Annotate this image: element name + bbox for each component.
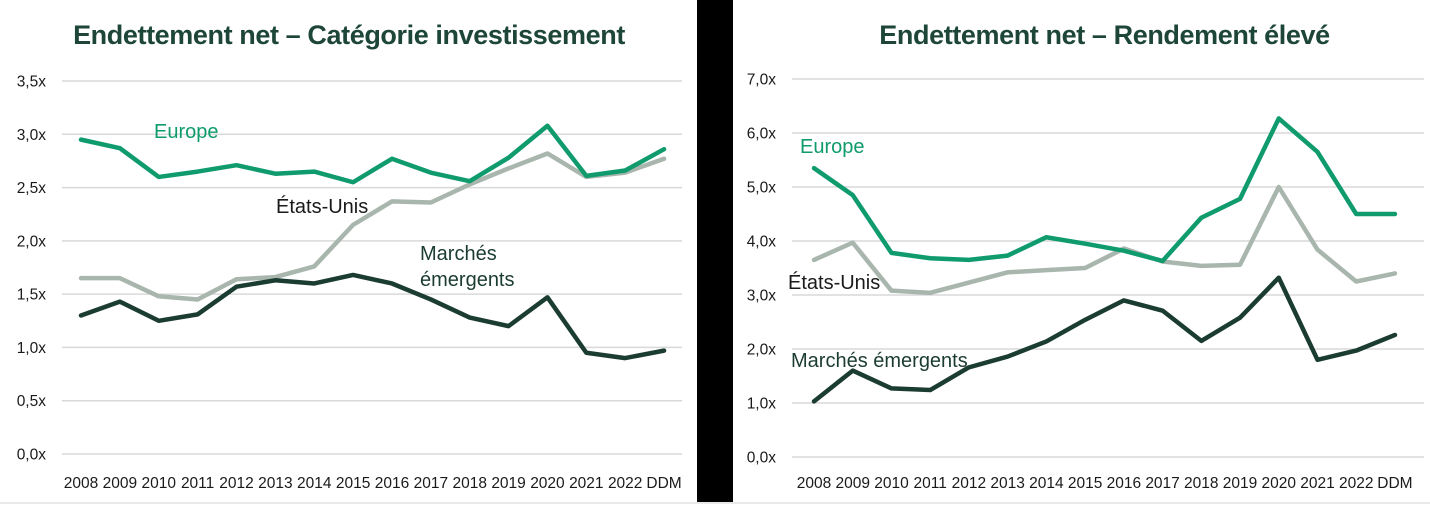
right-y-tick-label: 2,0x bbox=[747, 342, 777, 359]
left-x-tick-label: DDM bbox=[646, 475, 681, 492]
right-series-line-0 bbox=[811, 116, 1398, 264]
right-x-tick-label: 2014 bbox=[1029, 475, 1064, 492]
right-x-tick-label: 2020 bbox=[1262, 475, 1297, 492]
right-x-tick-label: 2022 bbox=[1339, 475, 1373, 492]
left-series-label-etats-unis: États-Unis bbox=[276, 196, 369, 218]
right-series-label-marches-emergents: Marchés émergents bbox=[791, 350, 968, 372]
right-x-tick-label: 2018 bbox=[1184, 475, 1218, 492]
right-x-tick-label: 2013 bbox=[990, 475, 1024, 492]
left-x-tick-label: 2012 bbox=[219, 475, 253, 492]
left-y-tick-label: 2,0x bbox=[17, 233, 47, 250]
right-chart-title: Endettement net – Rendement élevé bbox=[879, 20, 1330, 50]
right-series-label-etats-unis: États-Unis bbox=[788, 272, 881, 294]
panel-divider bbox=[697, 0, 733, 503]
left-y-tick-label: 0,0x bbox=[17, 447, 47, 464]
left-x-tick-label: 2015 bbox=[336, 475, 370, 492]
left-x-tick-label: 2011 bbox=[181, 475, 214, 492]
left-x-tick-label: 2013 bbox=[258, 475, 292, 492]
left-chart-title: Endettement net – Catégorie investisseme… bbox=[73, 20, 625, 50]
right-series-label-europe: Europe bbox=[800, 136, 865, 158]
left-y-tick-label: 1,0x bbox=[17, 340, 47, 357]
left-series-label-marches-emergents: Marchés émergents bbox=[420, 243, 515, 291]
left-y-tick-label: 0,5x bbox=[17, 393, 47, 410]
right-y-tick-label: 3,0x bbox=[747, 288, 777, 305]
chart-panel-high-yield: Endettement net – Rendement élevé bbox=[733, 0, 1430, 507]
bottom-border bbox=[0, 502, 1430, 504]
left-x-tick-label: 2021 bbox=[569, 475, 603, 492]
right-series-line-2 bbox=[811, 275, 1398, 404]
left-x-tick-label: 2018 bbox=[452, 475, 486, 492]
left-x-tick-label: 2016 bbox=[375, 475, 409, 492]
chart-panel-investment-grade: Endettement net – Catégorie investisseme… bbox=[0, 0, 698, 507]
right-x-tick-label: 2011 bbox=[914, 475, 947, 492]
left-series-line-2 bbox=[78, 272, 667, 361]
left-x-tick-label: 2022 bbox=[608, 475, 642, 492]
right-x-tick-label: 2021 bbox=[1300, 475, 1334, 492]
right-series-line-1 bbox=[811, 184, 1398, 296]
right-y-tick-label: 5,0x bbox=[747, 180, 777, 197]
right-y-tick-label: 0,0x bbox=[747, 450, 777, 467]
right-y-tick-label: 4,0x bbox=[747, 234, 777, 251]
left-x-tick-label: 2020 bbox=[530, 475, 565, 492]
right-x-tick-label: 2010 bbox=[874, 475, 909, 492]
left-series-line-0 bbox=[78, 123, 667, 185]
right-y-tick-label: 6,0x bbox=[747, 126, 777, 143]
left-x-tick-label: 2019 bbox=[491, 475, 525, 492]
left-x-tick-label: 2014 bbox=[297, 475, 332, 492]
left-x-tick-label: 2008 bbox=[64, 475, 98, 492]
right-x-tick-label: 2012 bbox=[952, 475, 986, 492]
left-y-tick-label: 1,5x bbox=[17, 287, 47, 304]
right-x-tick-label: 2017 bbox=[1145, 475, 1179, 492]
right-x-tick-label: 2015 bbox=[1068, 475, 1102, 492]
left-x-tick-label: 2010 bbox=[141, 475, 176, 492]
left-series-label-europe: Europe bbox=[154, 121, 219, 143]
right-y-tick-label: 7,0x bbox=[747, 72, 777, 89]
left-x-tick-label: 2017 bbox=[414, 475, 448, 492]
left-series-line-1 bbox=[78, 151, 667, 302]
right-x-tick-label: 2019 bbox=[1223, 475, 1257, 492]
left-y-tick-label: 3,0x bbox=[17, 127, 47, 144]
right-x-tick-label: DDM bbox=[1377, 475, 1412, 492]
left-y-tick-label: 2,5x bbox=[17, 180, 47, 197]
right-y-tick-label: 1,0x bbox=[747, 396, 777, 413]
right-x-tick-label: 2008 bbox=[797, 475, 831, 492]
right-x-tick-label: 2009 bbox=[835, 475, 869, 492]
right-x-tick-label: 2016 bbox=[1107, 475, 1141, 492]
left-y-tick-label: 3,5x bbox=[17, 74, 47, 91]
left-x-tick-label: 2009 bbox=[103, 475, 137, 492]
